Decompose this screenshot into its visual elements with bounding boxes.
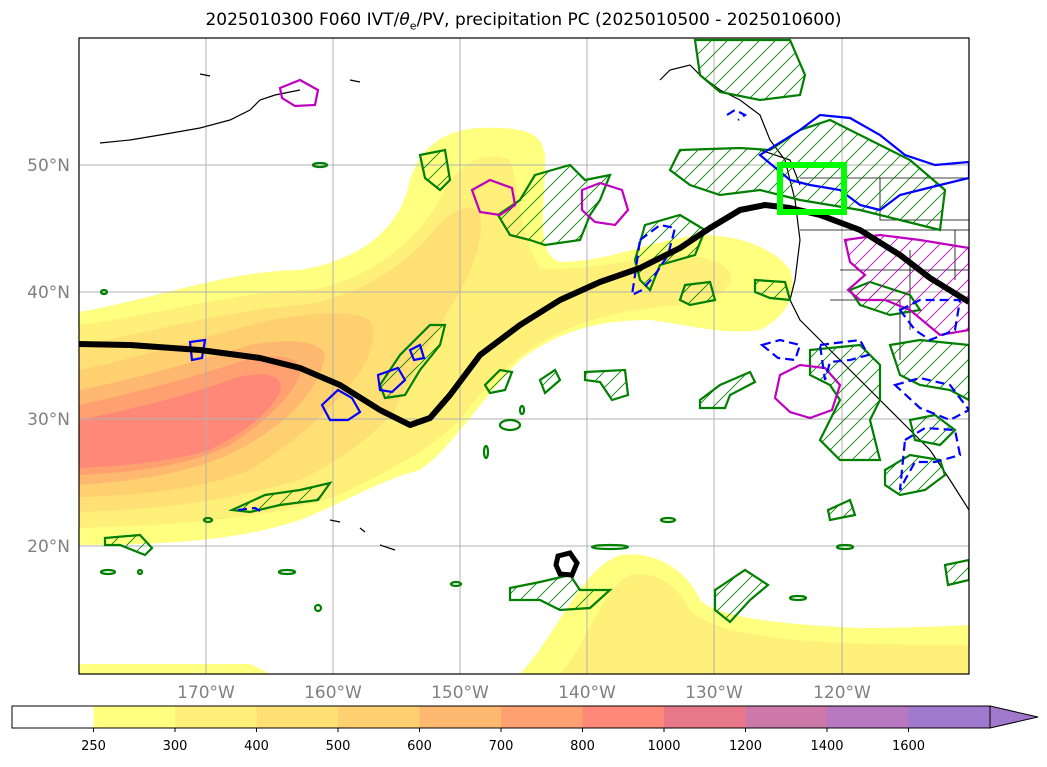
lon-label-160: 160°W — [304, 683, 362, 703]
colorbar-segment — [419, 706, 502, 728]
lon-label-170: 170°W — [177, 683, 235, 703]
lon-label-120: 120°W — [813, 683, 871, 703]
colorbar-tick-label: 1200 — [729, 739, 762, 754]
lon-tick-labels: 170°W 160°W 150°W 140°W 130°W 120°W — [177, 683, 871, 703]
theta-e-region — [843, 233, 969, 337]
lat-label-40: 40°N — [27, 283, 70, 303]
colorbar-tick-label: 600 — [407, 739, 432, 754]
precip-contours — [103, 38, 969, 624]
lon-label-140: 140°W — [558, 683, 616, 703]
pv-positive-contours — [188, 113, 969, 422]
colorbar-tick-label: 700 — [489, 739, 514, 754]
colorbar-segment — [175, 706, 257, 728]
colorbar-tick-label: 400 — [244, 739, 269, 754]
lon-label-150: 150°W — [431, 683, 489, 703]
colorbar-tick-label: 1400 — [810, 739, 843, 754]
colorbar-segment — [256, 706, 339, 728]
colorbar-segment — [745, 706, 828, 728]
lat-label-20: 20°N — [27, 537, 70, 557]
chart-title: 2025010300 F060 IVT/θe/PV, precipitation… — [205, 10, 842, 33]
lat-tick-labels: 50°N 40°N 30°N 20°N — [27, 156, 70, 557]
colorbar-segment — [582, 706, 665, 728]
target-region-box — [777, 162, 847, 215]
colorbar-extend-arrow — [989, 705, 1039, 729]
map-area — [79, 38, 969, 674]
colorbar-segment — [338, 706, 420, 728]
colorbar: 250 300 400 500 600 700 800 1000 1200 1400 1600 — [11, 705, 1039, 754]
pv-small-contour — [553, 550, 580, 578]
colorbar-segment — [664, 706, 746, 728]
colorbar-tick-label: 500 — [326, 739, 351, 754]
colorbar-tick-label: 300 — [163, 739, 188, 754]
lat-label-30: 30°N — [27, 410, 70, 430]
colorbar-segment — [827, 706, 909, 728]
colorbar-tick-label: 800 — [570, 739, 595, 754]
colorbar-tick-label: 1600 — [892, 739, 925, 754]
colorbar-segment — [12, 706, 94, 728]
theta-e-contours — [278, 78, 842, 420]
colorbar-segment — [93, 706, 176, 728]
colorbar-segment — [501, 706, 583, 728]
lon-label-130: 130°W — [685, 683, 743, 703]
precip-small-contours — [99, 161, 855, 613]
pv-negative-contours — [237, 108, 969, 513]
lat-label-50: 50°N — [27, 156, 70, 176]
map-frame — [78, 37, 970, 675]
colorbar-tick-label: 1000 — [647, 739, 680, 754]
colorbar-tick-label: 250 — [81, 739, 106, 754]
colorbar-segment — [908, 706, 991, 728]
